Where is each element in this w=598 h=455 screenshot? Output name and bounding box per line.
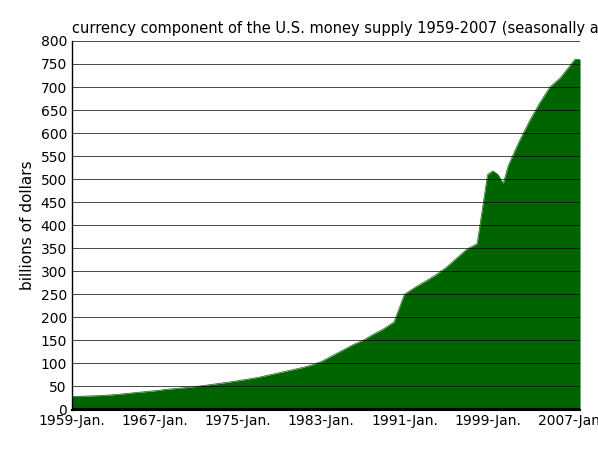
Y-axis label: billions of dollars: billions of dollars xyxy=(20,161,35,290)
Text: currency component of the U.S. money supply 1959-2007 (seasonally adjusted): currency component of the U.S. money sup… xyxy=(72,20,598,35)
